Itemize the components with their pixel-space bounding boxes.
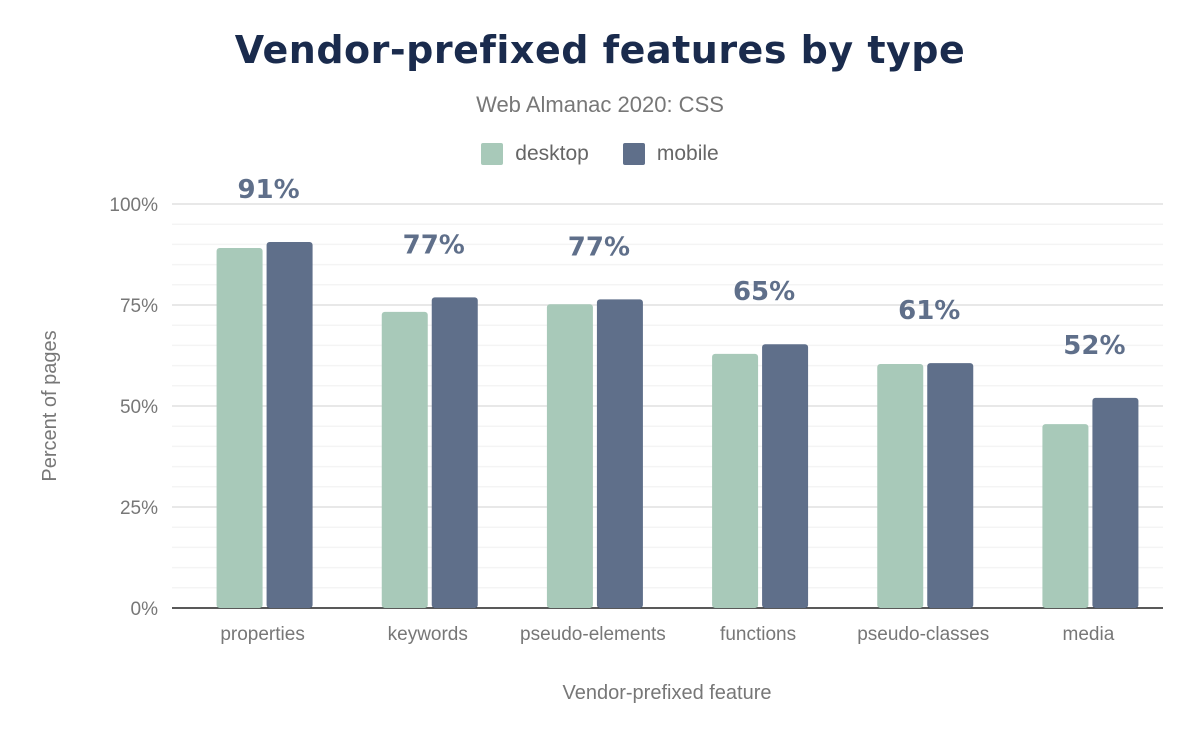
bar-mobile-functions bbox=[762, 344, 809, 608]
bar-mobile-properties bbox=[266, 241, 313, 608]
legend-label-mobile: mobile bbox=[656, 142, 719, 165]
chart-subtitle: Web Almanac 2020: CSS bbox=[476, 92, 724, 117]
chart-title: Vendor-prefixed features by type bbox=[234, 28, 966, 72]
bar-desktop-media bbox=[1042, 424, 1089, 608]
x-tick-label: properties bbox=[220, 624, 305, 645]
bar-desktop-functions bbox=[712, 353, 759, 608]
bar-mobile-keywords bbox=[431, 297, 478, 608]
data-label: 52% bbox=[1063, 331, 1125, 361]
bar-mobile-media bbox=[1092, 397, 1139, 608]
x-tick-label: pseudo-classes bbox=[857, 624, 989, 645]
legend-label-desktop: desktop bbox=[515, 142, 589, 165]
x-tick-label: keywords bbox=[388, 624, 468, 645]
legend-item-mobile[interactable]: mobile bbox=[622, 142, 719, 166]
x-tick-label: functions bbox=[720, 624, 796, 645]
y-tick-label: 25% bbox=[120, 498, 158, 519]
data-label: 77% bbox=[403, 230, 465, 260]
bar-mobile-pseudo-classes bbox=[927, 363, 974, 608]
data-label: 61% bbox=[898, 296, 960, 326]
legend-swatch-desktop bbox=[481, 143, 504, 165]
legend-swatch-mobile bbox=[622, 143, 645, 165]
y-axis-title: Percent of pages bbox=[39, 330, 61, 481]
data-label: 91% bbox=[237, 175, 299, 205]
data-label: 65% bbox=[733, 277, 795, 307]
y-tick-label: 0% bbox=[131, 599, 159, 620]
legend: desktop mobile bbox=[0, 142, 1200, 166]
data-label: 77% bbox=[568, 232, 630, 262]
bar-desktop-properties bbox=[216, 248, 263, 608]
x-axis-title: Vendor-prefixed feature bbox=[562, 682, 771, 704]
y-tick-label: 100% bbox=[109, 195, 158, 216]
x-tick-label: media bbox=[1063, 624, 1115, 645]
bar-desktop-pseudo-classes bbox=[877, 363, 924, 608]
y-tick-label: 50% bbox=[120, 397, 158, 418]
bar-desktop-keywords bbox=[381, 311, 428, 608]
bar-mobile-pseudo-elements bbox=[596, 299, 643, 608]
bar-desktop-pseudo-elements bbox=[546, 304, 593, 608]
y-tick-label: 75% bbox=[120, 296, 158, 317]
x-tick-label: pseudo-elements bbox=[520, 624, 666, 645]
legend-item-desktop[interactable]: desktop bbox=[481, 142, 589, 166]
